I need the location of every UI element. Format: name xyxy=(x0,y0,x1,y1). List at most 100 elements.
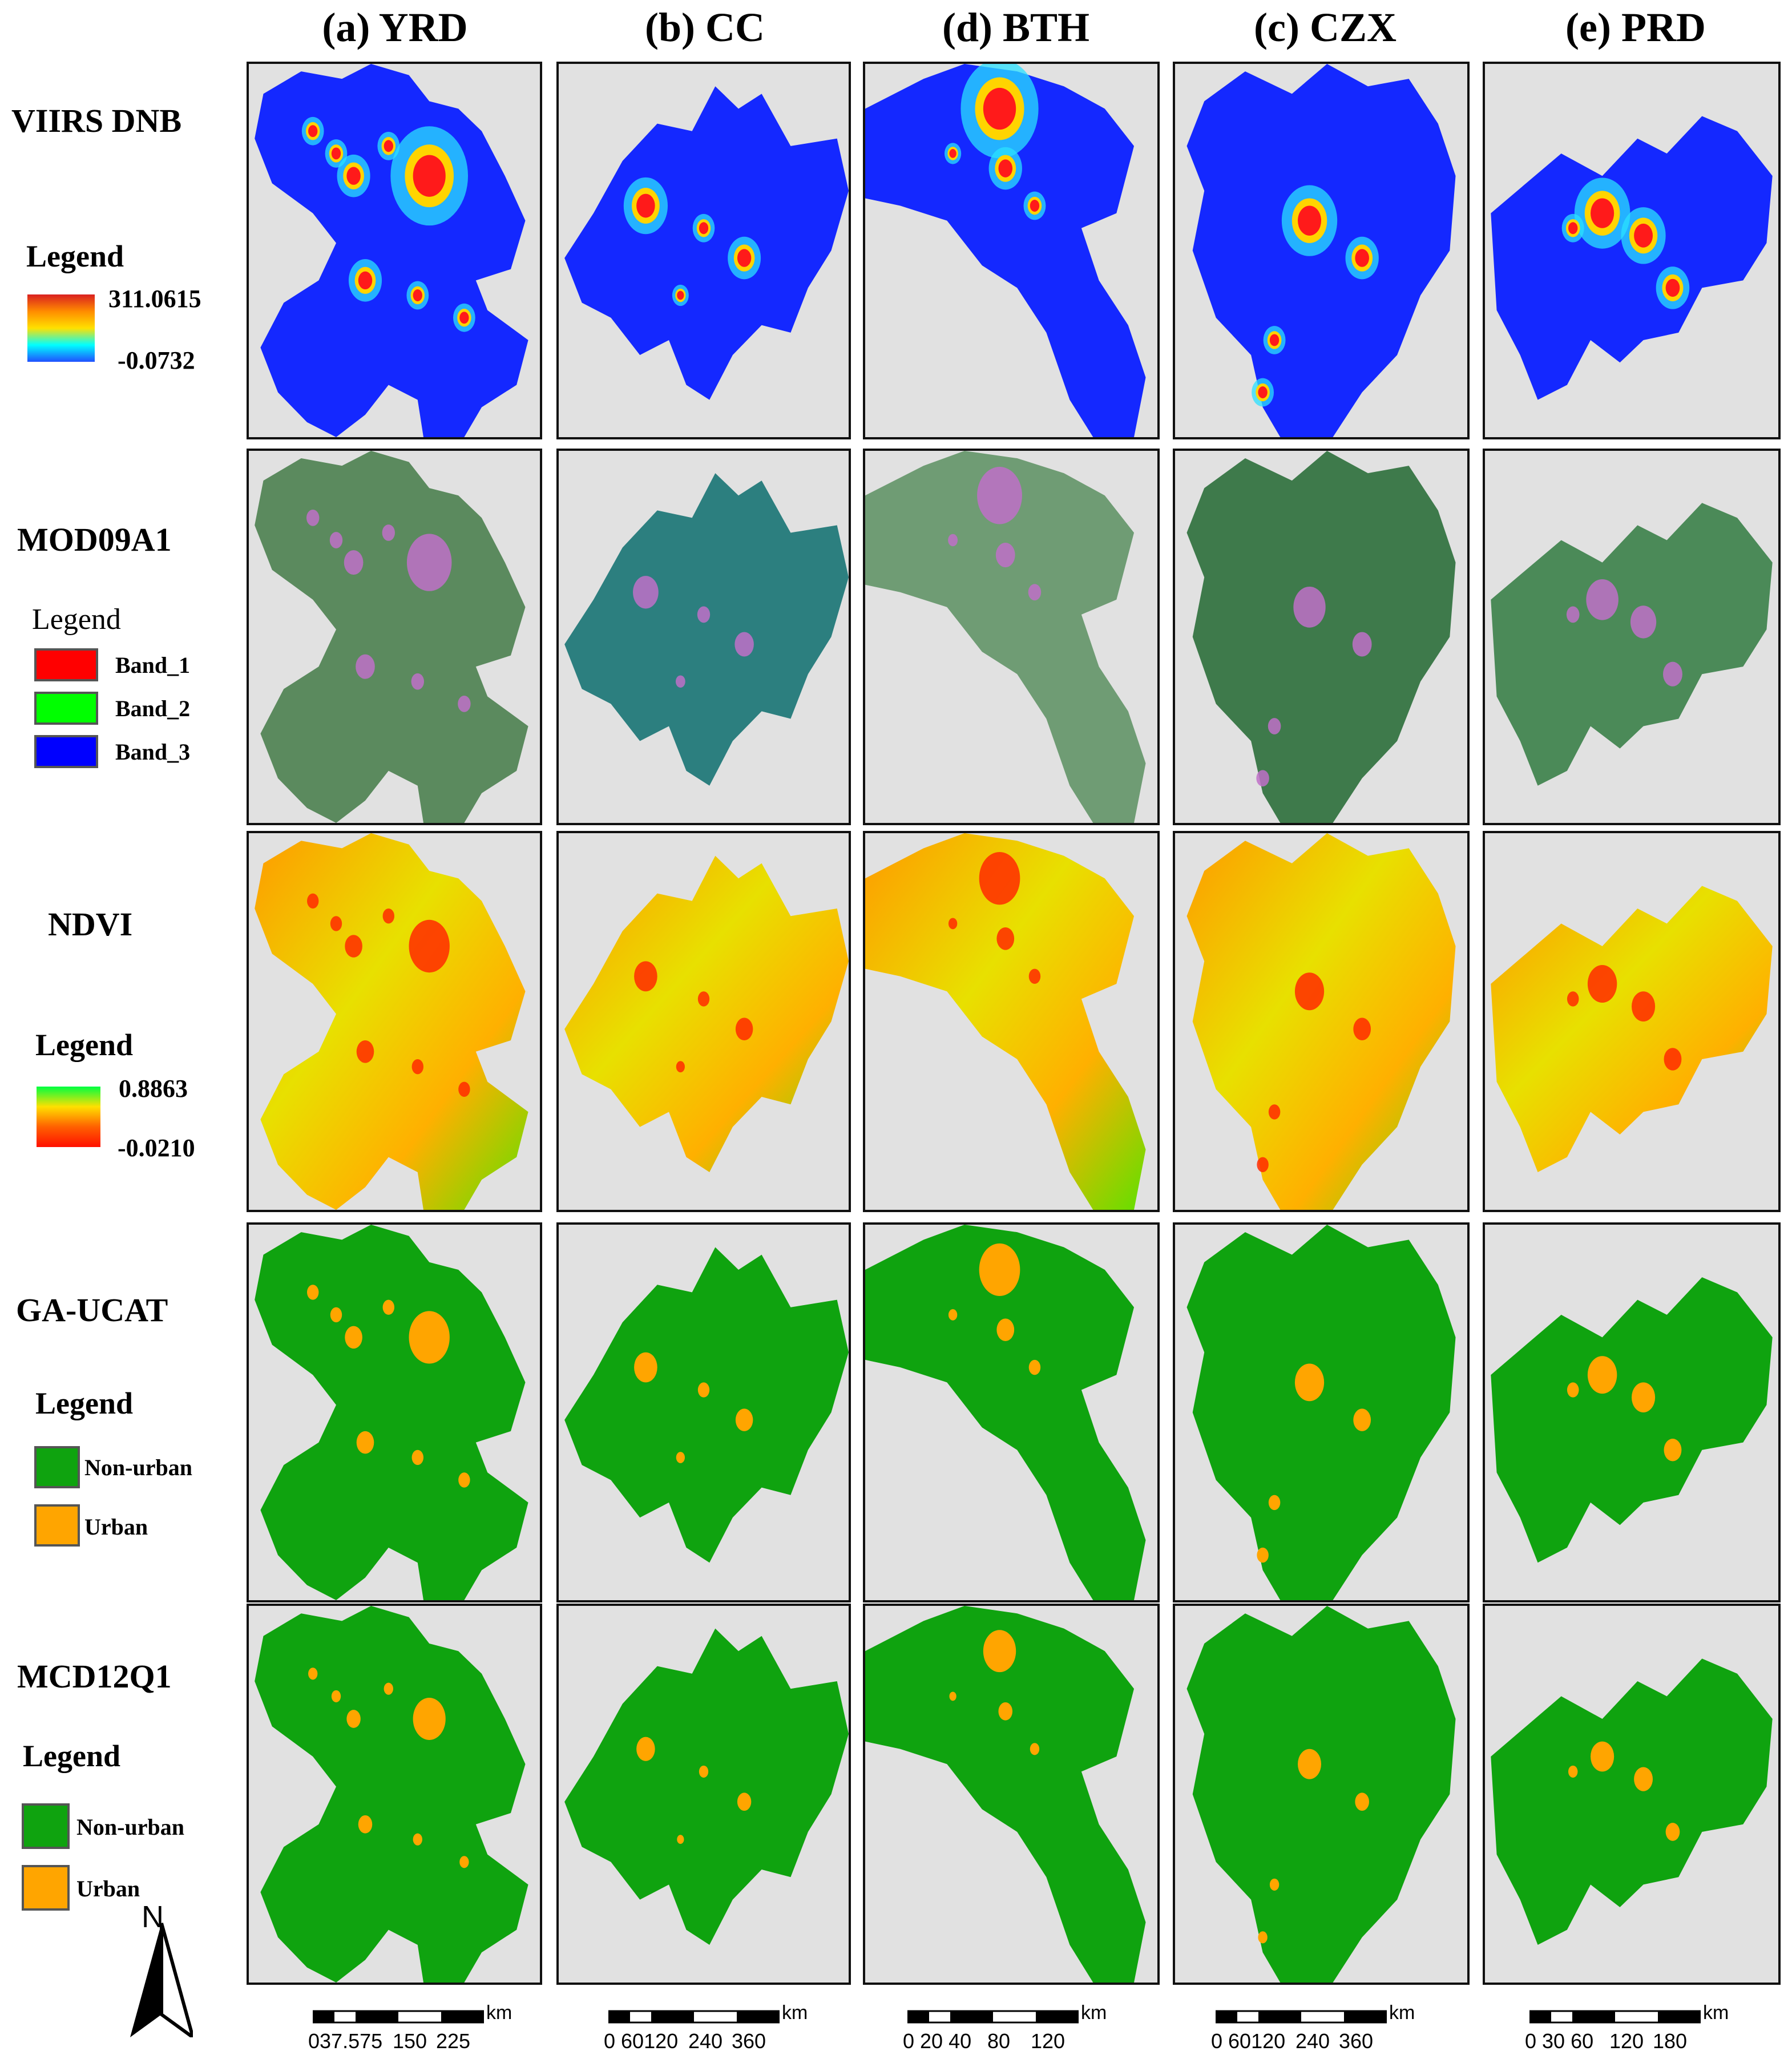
built-up-patch xyxy=(406,534,452,591)
built-up-patch xyxy=(382,524,395,541)
light-core xyxy=(1030,200,1040,212)
urban-patch xyxy=(1269,1878,1280,1891)
scale-tick-label: 0 60120 xyxy=(604,2029,679,2053)
column-header-czx: (c) CZX xyxy=(1254,5,1397,50)
map-panel-gaucat-bth xyxy=(863,1222,1160,1602)
map-panel-viirs-cc xyxy=(556,62,851,439)
row-label-mod09: MOD09A1 xyxy=(17,521,172,558)
region-cc xyxy=(564,1628,849,1945)
built-up-patch xyxy=(1662,661,1682,687)
built-up-patch xyxy=(1268,718,1281,734)
built-up-patch xyxy=(329,532,343,548)
urban-patch xyxy=(1258,1931,1268,1944)
urban-patch xyxy=(1587,1356,1617,1394)
scale-tick-label: 0 60120 xyxy=(1211,2029,1286,2053)
map-panel-ndvi-cc xyxy=(556,831,851,1212)
light-core xyxy=(1591,198,1615,228)
band-2-label: Band_2 xyxy=(115,696,191,721)
urban-patch xyxy=(307,1285,319,1300)
built-up-patch xyxy=(675,675,685,688)
urban-patch xyxy=(413,1698,446,1740)
mcd12-urban-swatch xyxy=(22,1865,70,1911)
urban-patch xyxy=(346,1710,361,1728)
ndvi-color-ramp xyxy=(37,1087,100,1147)
scale-bar xyxy=(608,2010,780,2024)
scale-tick-label: 0 20 40 xyxy=(903,2029,972,2053)
low-ndvi-patch xyxy=(458,1081,470,1097)
light-core xyxy=(358,271,373,290)
low-ndvi-patch xyxy=(634,961,657,992)
legend-title-mod09: Legend xyxy=(32,603,121,636)
map-panel-mod09-prd xyxy=(1483,449,1781,825)
region-czx xyxy=(1186,1606,1456,1983)
urban-patch xyxy=(331,1690,341,1702)
built-up-patch xyxy=(1256,770,1269,787)
built-up-patch xyxy=(697,606,711,623)
low-ndvi-patch xyxy=(1664,1048,1682,1071)
region-prd xyxy=(1491,1658,1773,1945)
low-ndvi-patch xyxy=(697,991,710,1007)
light-core xyxy=(459,312,469,324)
urban-patch xyxy=(636,1737,655,1761)
region-czx xyxy=(1186,833,1456,1210)
light-core xyxy=(1665,278,1680,297)
urban-patch xyxy=(735,1408,753,1431)
row-label-gaucat: GA-UCAT xyxy=(16,1291,168,1329)
urban-patch xyxy=(949,1691,956,1701)
built-up-patch xyxy=(734,632,754,657)
row-label-viirs: VIIRS DNB xyxy=(11,102,182,139)
band-2-swatch xyxy=(34,692,98,725)
band-3-swatch xyxy=(34,735,98,768)
urban-patch xyxy=(998,1702,1013,1721)
urban-patch xyxy=(737,1792,752,1811)
light-core xyxy=(737,249,752,267)
legend-title-mcd12: Legend xyxy=(23,1739,121,1773)
ndvi-legend-max: 0.8863 xyxy=(119,1075,188,1103)
region-cc xyxy=(564,86,849,400)
map-panel-ndvi-bth xyxy=(863,831,1160,1212)
region-czx xyxy=(1186,1225,1456,1600)
low-ndvi-patch xyxy=(1294,972,1325,1011)
map-panel-viirs-bth xyxy=(863,62,1160,439)
viirs-color-ramp xyxy=(27,294,95,362)
scale-tick-label: 120 xyxy=(1609,2029,1644,2053)
low-ndvi-patch xyxy=(307,893,319,909)
low-ndvi-patch xyxy=(1587,965,1617,1003)
light-core xyxy=(998,159,1013,177)
urban-patch xyxy=(634,1352,657,1383)
scale-tick-label: 180 xyxy=(1653,2029,1688,2053)
light-core xyxy=(413,155,446,197)
legend-title-ndvi: Legend xyxy=(35,1028,134,1062)
low-ndvi-patch xyxy=(356,1040,374,1063)
urban-patch xyxy=(411,1450,423,1465)
scale-tick-label: 225 xyxy=(436,2029,471,2053)
low-ndvi-patch xyxy=(411,1059,423,1075)
urban-patch xyxy=(699,1765,709,1778)
map-panel-mcd12-czx xyxy=(1173,1604,1470,1985)
urban-patch xyxy=(356,1431,374,1454)
scale-bar-unit: km xyxy=(486,2002,512,2024)
light-core xyxy=(1269,334,1280,346)
row-label-ndvi: NDVI xyxy=(48,906,133,943)
urban-patch xyxy=(1632,1382,1656,1412)
map-panel-gaucat-prd xyxy=(1483,1222,1781,1602)
urban-patch xyxy=(409,1311,450,1364)
low-ndvi-patch xyxy=(948,918,958,930)
mcd12-nonurban-swatch xyxy=(22,1803,70,1849)
urban-patch xyxy=(1664,1439,1682,1461)
urban-patch xyxy=(1355,1792,1369,1811)
scale-bar-unit: km xyxy=(1081,2002,1107,2024)
light-core xyxy=(346,167,361,185)
urban-patch xyxy=(1257,1547,1269,1563)
map-panel-mod09-czx xyxy=(1173,449,1470,825)
urban-patch xyxy=(1353,1408,1371,1431)
low-ndvi-patch xyxy=(735,1018,753,1040)
low-ndvi-patch xyxy=(1632,991,1656,1022)
urban-patch xyxy=(1268,1495,1281,1511)
built-up-patch xyxy=(411,673,425,690)
gaucat-urban-label: Urban xyxy=(84,1514,148,1540)
band-3-label: Band_3 xyxy=(115,739,191,765)
urban-patch xyxy=(358,1815,373,1834)
scale-bar-unit: km xyxy=(782,2002,808,2024)
scale-tick-label: 240 xyxy=(1295,2029,1330,2053)
